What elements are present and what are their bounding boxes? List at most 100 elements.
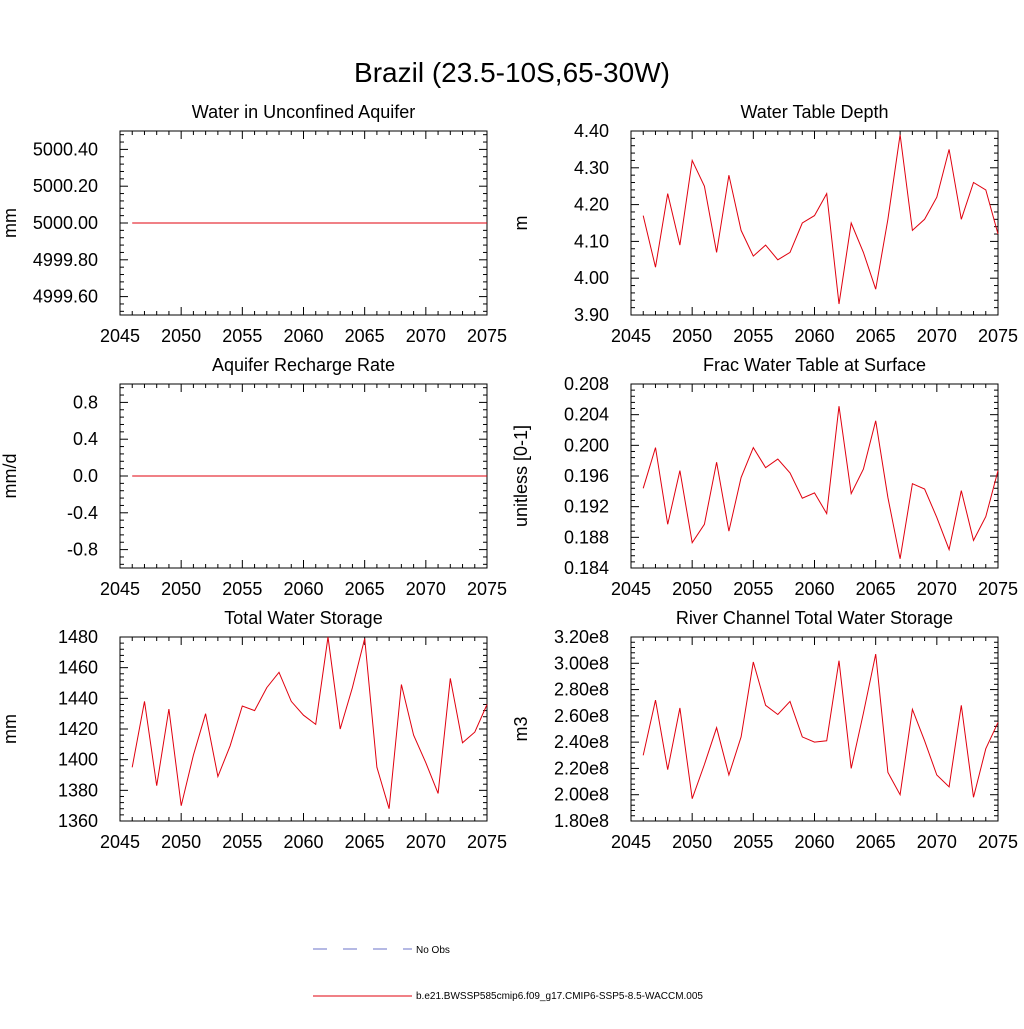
y-tick-label: 1.80e8 [554, 811, 609, 831]
y-axis-label: unitless [0-1] [511, 425, 531, 527]
y-tick-label: 1400 [58, 750, 98, 770]
legend-model-label: b.e21.BWSSP585cmip6.f09_g17.CMIP6-SSP5-8… [416, 991, 703, 1002]
x-tick-label: 2075 [467, 832, 507, 852]
panels: Water in Unconfined Aquifer mm 2045 2050 205… [0, 102, 1018, 852]
y-tick-label: -0.8 [67, 540, 98, 560]
x-tick-label: 2075 [467, 579, 507, 599]
x-tick-label: 2055 [733, 326, 773, 346]
y-tick-label: 1420 [58, 719, 98, 739]
y-tick-label: 3.00e8 [554, 653, 609, 673]
y-tick-label: 0.8 [73, 392, 98, 412]
x-tick-label: 2065 [345, 579, 385, 599]
y-tick-label: 2.20e8 [554, 758, 609, 778]
x-tick-label: 2065 [856, 832, 896, 852]
legend: No Obs b.e21.BWSSP585cmip6.f09_g17.CMIP6… [313, 945, 703, 1002]
x-tick-label: 2045 [611, 326, 651, 346]
y-tick-label: 2.00e8 [554, 785, 609, 805]
panel-1: Water in Unconfined Aquifer mm 2045 2050 205… [0, 102, 507, 346]
x-tick-label: 2065 [856, 579, 896, 599]
panel-title: Water Table Depth [740, 102, 888, 122]
x-tick-label: 2055 [222, 326, 262, 346]
x-tick-label: 2060 [283, 832, 323, 852]
y-tick-label: 0.208 [564, 374, 609, 394]
y-tick-label: 1460 [58, 658, 98, 678]
series-line [642, 134, 999, 305]
x-tick-label: 2060 [283, 579, 323, 599]
y-tick-label: 0.200 [564, 435, 609, 455]
x-tick-label: 2050 [161, 326, 201, 346]
y-axis-label: m [511, 216, 531, 231]
y-tick-label: 0.4 [73, 429, 98, 449]
x-tick-label: 2050 [672, 326, 712, 346]
y-axis-label: mm [0, 714, 20, 744]
panel-title: Frac Water Table at Surface [703, 355, 926, 375]
y-axis-label: mm [0, 208, 20, 238]
y-tick-label: 3.90 [574, 305, 609, 325]
series-line [642, 653, 999, 799]
y-tick-label: 4.20 [574, 195, 609, 215]
x-tick-label: 2075 [467, 326, 507, 346]
panel-3: Aquifer Recharge Rate mm/d 2045 2050 2055 206… [0, 355, 507, 599]
x-tick-label: 2045 [100, 832, 140, 852]
plot-frame [630, 636, 999, 822]
x-tick-label: 2070 [406, 326, 446, 346]
x-tick-label: 2065 [345, 832, 385, 852]
figure-title: Brazil (23.5-10S,65-30W) [354, 57, 670, 88]
panel-4: Frac Water Table at Surface unitless [0-1… [511, 355, 1018, 599]
y-tick-label: 0.204 [564, 405, 609, 425]
y-tick-label: -0.4 [67, 503, 98, 523]
series-line [642, 406, 999, 559]
series-line [131, 636, 488, 809]
x-tick-label: 2060 [794, 579, 834, 599]
x-tick-label: 2065 [345, 326, 385, 346]
plot-frame [630, 383, 999, 569]
y-tick-label: 4.00 [574, 268, 609, 288]
y-tick-label: 0.192 [564, 497, 609, 517]
x-tick-label: 2050 [672, 832, 712, 852]
y-tick-label: 4.30 [574, 158, 609, 178]
y-tick-label: 4999.60 [33, 287, 98, 307]
y-tick-label: 0.196 [564, 466, 609, 486]
x-tick-label: 2055 [222, 832, 262, 852]
panel-2: Water Table Depth m 2045 2050 2055 2060 2065 20… [511, 102, 1018, 346]
x-tick-label: 2055 [733, 832, 773, 852]
y-tick-label: 4999.80 [33, 250, 98, 270]
legend-obs-label: No Obs [416, 945, 450, 956]
x-tick-label: 2050 [161, 579, 201, 599]
x-tick-label: 2070 [406, 579, 446, 599]
x-tick-label: 2060 [283, 326, 323, 346]
plot-frame [119, 636, 488, 822]
y-tick-label: 5000.00 [33, 213, 98, 233]
y-tick-label: 1440 [58, 688, 98, 708]
y-tick-label: 2.60e8 [554, 706, 609, 726]
y-tick-label: 5000.20 [33, 176, 98, 196]
y-tick-label: 2.40e8 [554, 732, 609, 752]
panel-title: River Channel Total Water Storage [676, 608, 953, 628]
x-tick-label: 2050 [161, 832, 201, 852]
x-tick-label: 2070 [917, 832, 957, 852]
x-tick-label: 2065 [856, 326, 896, 346]
y-tick-label: 1480 [58, 627, 98, 647]
y-tick-label: 3.20e8 [554, 627, 609, 647]
y-tick-label: 1380 [58, 780, 98, 800]
panel-title: Total Water Storage [224, 608, 382, 628]
x-tick-label: 2045 [611, 832, 651, 852]
x-tick-label: 2075 [978, 326, 1018, 346]
x-tick-label: 2070 [406, 832, 446, 852]
y-tick-label: 0.184 [564, 558, 609, 578]
x-tick-label: 2060 [794, 832, 834, 852]
x-tick-label: 2055 [733, 579, 773, 599]
y-tick-label: 4.10 [574, 231, 609, 251]
y-tick-label: 0.188 [564, 527, 609, 547]
panel-5: Total Water Storage mm 2045 2050 2055 2060 206… [0, 608, 507, 852]
x-tick-label: 2045 [100, 326, 140, 346]
x-tick-label: 2045 [611, 579, 651, 599]
panel-title: Water in Unconfined Aquifer [192, 102, 415, 122]
plot-frame [630, 130, 999, 316]
y-axis-label: mm/d [0, 454, 20, 499]
x-tick-label: 2070 [917, 326, 957, 346]
y-tick-label: 1360 [58, 811, 98, 831]
panel-title: Aquifer Recharge Rate [212, 355, 395, 375]
y-tick-label: 5000.40 [33, 139, 98, 159]
